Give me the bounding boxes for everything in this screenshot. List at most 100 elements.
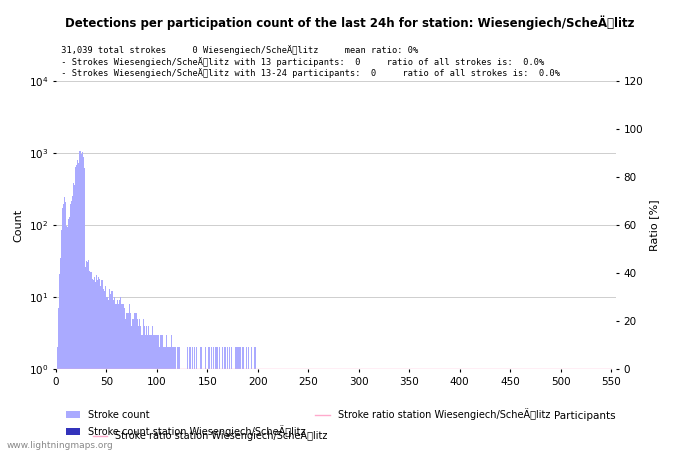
Bar <box>234 369 235 450</box>
Bar <box>104 291 105 450</box>
Bar <box>299 369 300 450</box>
Bar <box>220 369 221 450</box>
Text: 31,039 total strokes     0 Wiesengiech/ScheÄlitz     mean ratio: 0%
 - Strokes : 31,039 total strokes 0 Wiesengiech/ScheÄ… <box>56 45 560 78</box>
Bar <box>124 308 125 450</box>
Bar <box>59 274 60 450</box>
Bar <box>128 313 130 450</box>
Bar <box>300 369 301 450</box>
Bar <box>237 347 238 450</box>
Bar <box>240 347 241 450</box>
Bar <box>252 369 253 450</box>
Bar <box>146 326 147 450</box>
Bar <box>226 369 227 450</box>
Bar <box>243 347 244 450</box>
Bar <box>338 369 339 450</box>
Bar <box>239 347 240 450</box>
Bar <box>185 369 186 450</box>
Bar <box>276 369 277 450</box>
Bar <box>304 369 306 450</box>
Bar <box>320 369 321 450</box>
Bar <box>241 369 242 450</box>
Bar <box>174 347 176 450</box>
Bar <box>125 319 126 450</box>
Bar <box>323 369 324 450</box>
Bar <box>201 347 202 450</box>
Bar <box>167 347 169 450</box>
Bar <box>105 287 106 450</box>
Bar <box>209 347 210 450</box>
Bar <box>66 227 68 450</box>
Bar <box>259 369 260 450</box>
Bar <box>253 369 254 450</box>
Bar <box>130 313 131 450</box>
Bar <box>197 369 198 450</box>
Bar <box>214 369 215 450</box>
Bar <box>203 369 204 450</box>
Bar <box>84 168 85 450</box>
Bar <box>132 319 133 450</box>
Text: www.lightningmaps.org: www.lightningmaps.org <box>7 441 113 450</box>
Bar <box>292 369 293 450</box>
Bar <box>227 347 228 450</box>
Bar <box>156 335 158 450</box>
Bar <box>148 326 149 450</box>
Bar <box>231 347 232 450</box>
Bar <box>88 260 89 450</box>
Bar <box>151 335 153 450</box>
Bar <box>336 369 337 450</box>
Y-axis label: Ratio [%]: Ratio [%] <box>649 199 659 251</box>
Text: Participants: Participants <box>554 411 616 421</box>
Bar <box>213 347 214 450</box>
Bar <box>113 300 114 450</box>
Bar <box>136 313 137 450</box>
Bar <box>260 369 261 450</box>
Bar <box>94 282 96 450</box>
Bar <box>204 369 205 450</box>
Bar <box>212 369 213 450</box>
Bar <box>109 289 110 450</box>
Bar <box>176 347 178 450</box>
Bar <box>120 297 121 450</box>
Bar <box>250 369 251 450</box>
Bar <box>232 369 233 450</box>
Bar <box>310 369 311 450</box>
Bar <box>181 369 183 450</box>
Bar <box>187 347 188 450</box>
Bar <box>94 277 95 450</box>
Bar <box>216 347 217 450</box>
Bar <box>223 369 224 450</box>
Bar <box>92 279 93 450</box>
Bar <box>333 369 334 450</box>
Bar <box>247 369 248 450</box>
Bar <box>101 280 102 450</box>
Bar <box>218 369 219 450</box>
Bar <box>246 347 247 450</box>
Bar <box>236 347 237 450</box>
Bar <box>208 347 209 450</box>
Bar <box>225 347 226 450</box>
Bar <box>267 369 268 450</box>
Bar <box>165 347 167 450</box>
Bar <box>69 204 71 450</box>
Bar <box>238 347 239 450</box>
Bar <box>198 369 199 450</box>
Bar <box>147 335 148 450</box>
Bar <box>121 304 122 450</box>
Bar <box>302 369 304 450</box>
Bar <box>229 347 230 450</box>
Bar <box>75 167 76 450</box>
Stroke ratio station Wiesengiech/ScheÄlitz <box>436 366 445 372</box>
Bar <box>82 153 83 450</box>
Bar <box>107 297 108 450</box>
Bar <box>106 297 107 450</box>
Bar <box>228 369 229 450</box>
Bar <box>183 369 185 450</box>
Bar <box>332 369 333 450</box>
Bar <box>155 335 156 450</box>
Bar <box>256 369 258 450</box>
Stroke ratio station Wiesengiech/ScheÄlitz <box>607 366 615 372</box>
Bar <box>164 347 165 450</box>
Bar <box>337 369 338 450</box>
Bar <box>140 326 141 450</box>
Bar <box>87 261 88 450</box>
